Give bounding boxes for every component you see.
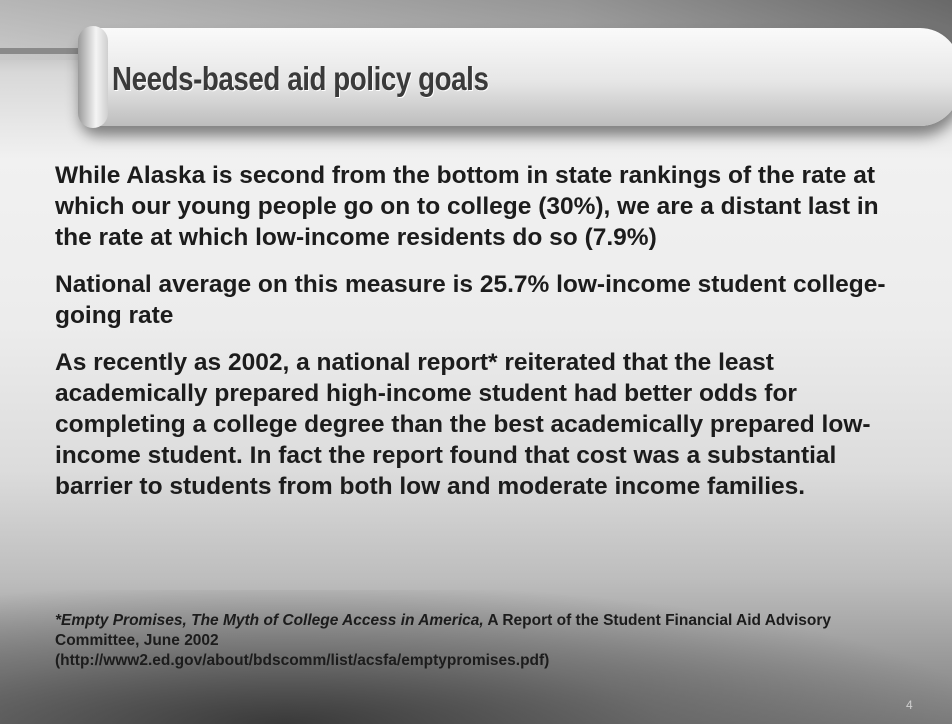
slide-title: Needs-based aid policy goals — [112, 60, 488, 98]
paragraph: National average on this measure is 25.7… — [55, 269, 905, 331]
slide-body: While Alaska is second from the bottom i… — [55, 160, 905, 518]
scroll-edge — [78, 26, 108, 128]
slide: Needs-based aid policy goals While Alask… — [0, 0, 952, 724]
footnote-url: (http://www2.ed.gov/about/bdscomm/list/a… — [55, 652, 549, 669]
decoration-bar — [0, 48, 82, 54]
footnote: *Empty Promises, The Myth of College Acc… — [55, 611, 915, 671]
footnote-citation: *Empty Promises, The Myth of College Acc… — [55, 612, 484, 629]
page-number: 4 — [906, 698, 913, 712]
paragraph: While Alaska is second from the bottom i… — [55, 160, 905, 253]
paragraph: As recently as 2002, a national report* … — [55, 347, 905, 502]
